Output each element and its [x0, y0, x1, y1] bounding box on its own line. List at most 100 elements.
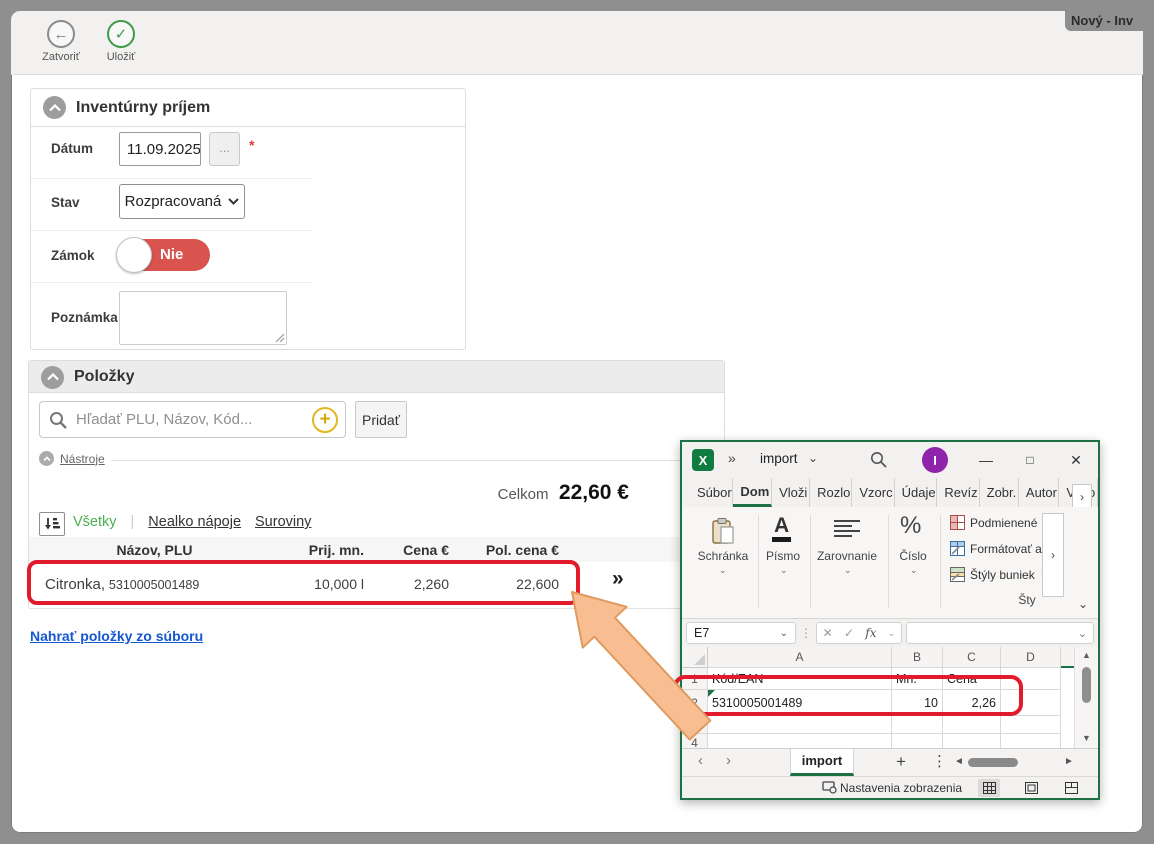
- chevron-down-icon[interactable]: ⌄: [910, 565, 918, 575]
- group-alignment-label[interactable]: Zarovnanie: [816, 549, 878, 563]
- date-picker-button[interactable]: ...: [209, 132, 240, 166]
- sheet-tab-import[interactable]: import: [790, 749, 854, 776]
- tab-vzorce[interactable]: Vzorc: [852, 478, 895, 507]
- vertical-scrollbar[interactable]: ▲ ▼: [1074, 647, 1098, 748]
- status-select[interactable]: Rozpracovaná: [119, 184, 245, 219]
- cell-a1[interactable]: Kód/EAN: [708, 668, 892, 690]
- chevron-down-icon[interactable]: ⌄: [719, 565, 727, 575]
- tab-rozlozenie[interactable]: Rozlo: [810, 478, 853, 507]
- chevron-down-icon[interactable]: ⌄: [844, 565, 852, 575]
- tab-udaje[interactable]: Údaje: [895, 478, 938, 507]
- hscrollbar-thumb[interactable]: [968, 758, 1018, 767]
- col-header-c[interactable]: C: [943, 647, 1001, 668]
- spreadsheet-grid[interactable]: A B C D 1 2 3 4 Kód/EAN Mn. Cena 5310005…: [682, 647, 1076, 748]
- collapse-chevron-icon[interactable]: [43, 96, 66, 119]
- name-box[interactable]: E7 ⌄: [686, 622, 796, 644]
- hscroll-left-icon[interactable]: ◄: [954, 756, 964, 767]
- cell-c3[interactable]: [943, 716, 1001, 734]
- cell-a4[interactable]: [708, 734, 892, 748]
- scroll-down-icon[interactable]: ▼: [1082, 733, 1091, 743]
- row-header-4[interactable]: 4: [682, 734, 708, 748]
- close-button[interactable]: ← Zatvoriť: [29, 20, 93, 63]
- note-textarea[interactable]: [119, 291, 287, 345]
- percent-icon[interactable]: %: [900, 512, 922, 539]
- cell-b3[interactable]: [892, 716, 943, 734]
- sheet-next-icon[interactable]: ›: [726, 752, 731, 769]
- cell-c2[interactable]: 2,26: [943, 690, 1001, 716]
- hscroll-right-icon[interactable]: ►: [1064, 756, 1074, 767]
- row-header-2[interactable]: 2: [682, 690, 708, 716]
- cell-styles-button[interactable]: Štýly buniek ⌄: [950, 567, 1047, 582]
- formula-input[interactable]: ⌄: [906, 622, 1094, 644]
- cell-d4[interactable]: [1001, 734, 1061, 748]
- resize-grip-icon[interactable]: [275, 333, 285, 343]
- add-sheet-icon[interactable]: +: [896, 752, 906, 771]
- scrollbar-thumb[interactable]: [1082, 667, 1091, 703]
- row-header-3[interactable]: 3: [682, 716, 708, 734]
- filter-nealko-napoje[interactable]: Nealko nápoje: [148, 514, 242, 530]
- cancel-icon[interactable]: ✕: [822, 626, 833, 640]
- account-avatar[interactable]: I: [922, 447, 948, 473]
- add-item-plus-icon[interactable]: +: [312, 407, 338, 433]
- select-all-corner[interactable]: [682, 647, 708, 668]
- filter-all[interactable]: Všetky: [73, 514, 117, 530]
- group-font-label[interactable]: Písmo: [765, 549, 800, 563]
- date-input[interactable]: [119, 132, 201, 166]
- tab-revizia[interactable]: Revíz: [937, 478, 980, 507]
- cell-a3[interactable]: [708, 716, 892, 734]
- format-as-table-button[interactable]: Formátovať a: [950, 541, 1042, 556]
- add-button[interactable]: Pridať: [355, 401, 407, 438]
- sheet-menu-kebab-icon[interactable]: ⋮: [932, 753, 947, 770]
- tab-zobrazit[interactable]: Zobr.: [980, 478, 1019, 507]
- document-title[interactable]: import: [760, 451, 798, 466]
- tools-toggle[interactable]: Nástroje: [39, 451, 105, 466]
- cell-d2[interactable]: [1001, 690, 1061, 716]
- sort-button[interactable]: [39, 512, 65, 536]
- view-page-layout-button[interactable]: [1020, 779, 1042, 797]
- cell-c4[interactable]: [943, 734, 1001, 748]
- lock-toggle[interactable]: Nie: [116, 237, 210, 273]
- conditional-formatting-button[interactable]: Podmienené: [950, 515, 1037, 530]
- collapse-chevron-icon[interactable]: [41, 365, 64, 389]
- tab-subor[interactable]: Súbor: [690, 478, 734, 507]
- col-header-a[interactable]: A: [708, 647, 892, 668]
- close-window-icon[interactable]: ✕: [1070, 451, 1082, 468]
- fx-icon[interactable]: fx: [865, 626, 877, 640]
- tab-vlozit[interactable]: Vloži: [772, 478, 811, 507]
- minimize-icon[interactable]: —: [979, 452, 993, 468]
- group-number-label[interactable]: Číslo: [899, 549, 927, 563]
- row-header-1[interactable]: 1: [682, 668, 708, 690]
- col-header-d[interactable]: D: [1001, 647, 1061, 668]
- ribbon-collapse-icon[interactable]: ⌄: [1077, 597, 1088, 611]
- filter-suroviny[interactable]: Suroviny: [255, 514, 312, 530]
- maximize-icon[interactable]: □: [1026, 453, 1034, 467]
- quick-access-chevron-icon[interactable]: »: [728, 450, 736, 466]
- alignment-icon[interactable]: [834, 519, 860, 537]
- ribbon-more-icon[interactable]: ›: [1042, 513, 1064, 597]
- font-icon[interactable]: A: [772, 515, 792, 542]
- save-button[interactable]: ✓ Uložiť: [89, 20, 153, 63]
- cell-d1[interactable]: [1001, 668, 1061, 690]
- title-dropdown-icon[interactable]: ⌄: [808, 451, 819, 465]
- cell-b4[interactable]: [892, 734, 943, 748]
- scroll-up-icon[interactable]: ▲: [1082, 650, 1091, 660]
- cell-a2[interactable]: 5310005001489: [708, 690, 892, 716]
- cell-b2[interactable]: 10: [892, 690, 943, 716]
- col-header-b[interactable]: B: [892, 647, 943, 668]
- expand-row-icon[interactable]: »: [612, 567, 624, 590]
- view-normal-button[interactable]: [978, 779, 1000, 797]
- display-settings-icon[interactable]: [822, 781, 837, 794]
- group-clipboard-label[interactable]: Schránka: [697, 549, 749, 563]
- chevron-down-icon[interactable]: ⌄: [780, 565, 788, 575]
- clipboard-icon[interactable]: [710, 517, 736, 545]
- sheet-prev-icon[interactable]: ‹: [698, 752, 703, 769]
- chevron-down-icon[interactable]: ⌄: [887, 627, 896, 638]
- upload-items-link[interactable]: Nahrať položky zo súboru: [30, 628, 204, 644]
- enter-icon[interactable]: ✓: [843, 626, 855, 640]
- excel-search-icon[interactable]: [870, 451, 888, 469]
- tab-automatizovat[interactable]: Autor: [1019, 478, 1060, 507]
- search-input[interactable]: [76, 403, 306, 436]
- tools-link[interactable]: Nástroje: [60, 451, 105, 466]
- view-page-break-button[interactable]: [1060, 779, 1082, 797]
- cell-d3[interactable]: [1001, 716, 1061, 734]
